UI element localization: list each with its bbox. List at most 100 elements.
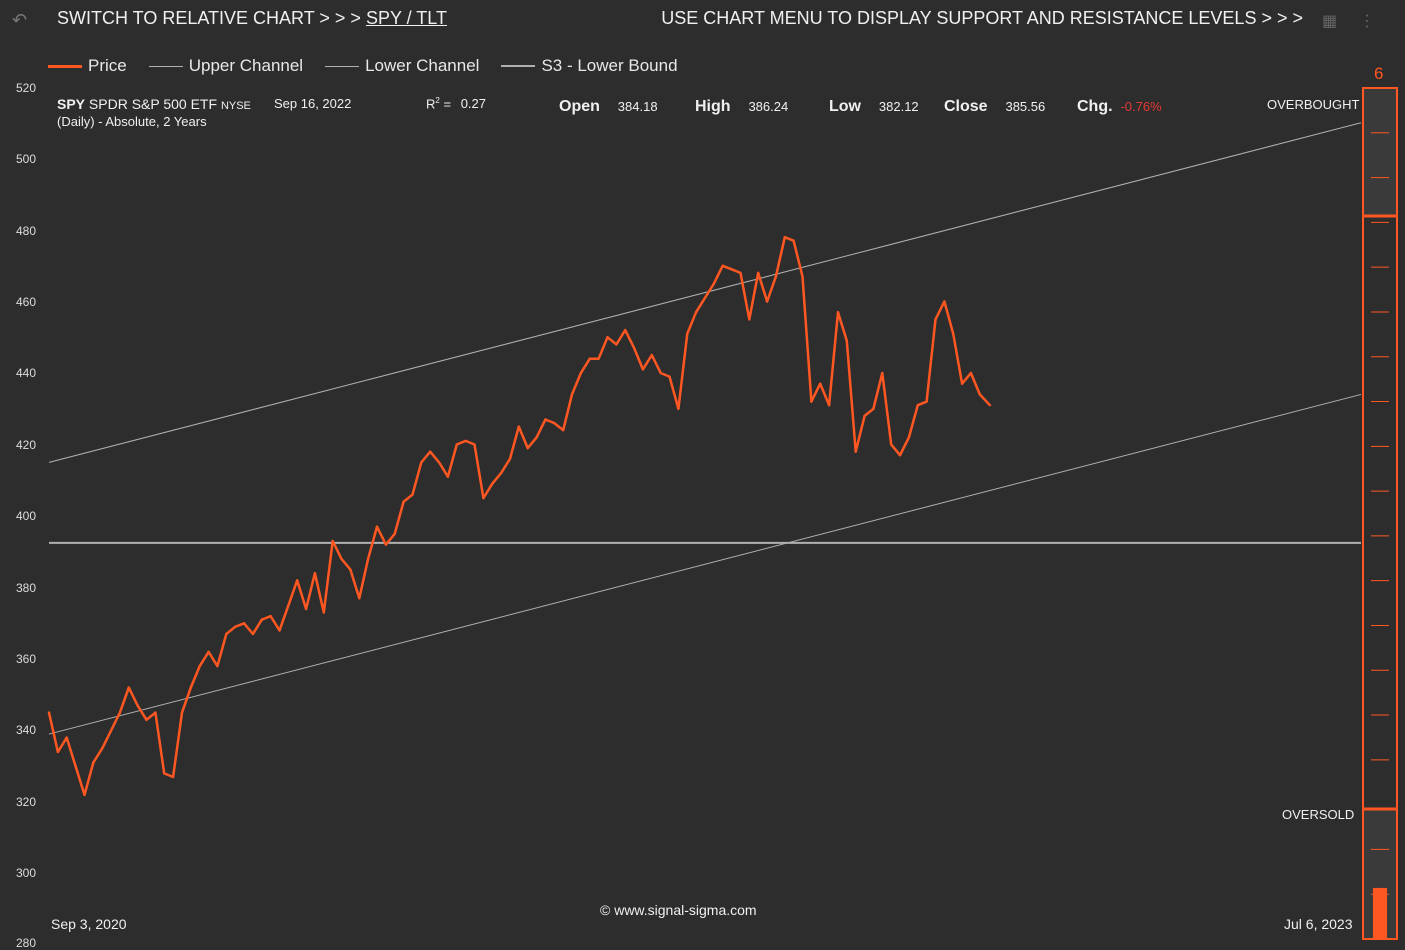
price-point xyxy=(393,532,396,536)
price-point xyxy=(544,418,547,421)
price-point xyxy=(446,475,450,478)
legend-label: Upper Channel xyxy=(188,56,304,75)
meter-value: 6 xyxy=(1374,64,1384,83)
price-point xyxy=(730,268,733,271)
ticker-info: SPY SPDR S&P 500 ETF NYSE xyxy=(57,96,251,112)
y-tick-label: 300 xyxy=(16,866,37,880)
price-point xyxy=(978,393,982,396)
price-point xyxy=(83,793,86,797)
price-point xyxy=(925,400,928,403)
price-point xyxy=(508,457,512,460)
y-tick-label: 340 xyxy=(16,723,37,737)
price-point xyxy=(74,765,77,768)
low-label: Low xyxy=(829,98,861,115)
open-value: 384.18 xyxy=(617,99,658,114)
low-value: 382.12 xyxy=(878,99,919,114)
r-squared: R2 = 0.27 xyxy=(426,96,486,111)
price-point xyxy=(943,300,946,303)
undo-icon[interactable]: ↶ xyxy=(12,10,28,30)
meter-level-bar xyxy=(1373,887,1387,939)
chart-settings-icon[interactable]: ▦ xyxy=(1322,13,1338,30)
price-point xyxy=(854,450,857,453)
y-tick-label: 400 xyxy=(16,509,37,523)
price-point xyxy=(109,729,113,732)
legend-item-upper-channel[interactable]: Upper Channel xyxy=(148,56,304,76)
price-point xyxy=(774,275,778,278)
price-point xyxy=(836,311,840,314)
chart-menu-hint: USE CHART MENU TO DISPLAY SUPPORT AND RE… xyxy=(661,8,1303,28)
price-point xyxy=(881,371,884,375)
price-point xyxy=(65,736,68,739)
ohlc-high: High 386.24 xyxy=(695,98,788,116)
price-point xyxy=(872,407,875,410)
end-date-label: Jul 6, 2023 xyxy=(1284,916,1353,932)
top-bar: ↶ SWITCH TO RELATIVE CHART > > > SPY / T… xyxy=(0,0,1405,40)
price-point xyxy=(491,482,494,486)
ticker-name: SPDR S&P 500 ETF xyxy=(88,96,218,112)
price-point xyxy=(570,393,574,396)
r2-value: 0.27 xyxy=(460,96,486,112)
price-point xyxy=(437,461,441,464)
price-point xyxy=(934,318,937,321)
r2-label: R xyxy=(426,96,436,112)
price-point xyxy=(668,375,671,378)
open-label: Open xyxy=(559,98,600,115)
neutral-zone xyxy=(1362,215,1398,810)
price-point xyxy=(384,543,388,546)
ohlc-change: Chg. -0.76% xyxy=(1077,98,1162,116)
ticker-exchange: NYSE xyxy=(220,100,251,112)
ticker-symbol: SPY xyxy=(57,96,86,112)
price-point xyxy=(402,500,405,503)
legend-swatch-lower xyxy=(325,65,360,67)
y-tick-label: 480 xyxy=(16,224,37,238)
price-point xyxy=(207,650,210,654)
price-point xyxy=(677,407,680,410)
ohlc-low: Low 382.12 xyxy=(829,98,919,116)
price-point xyxy=(739,271,742,275)
switch-text: SWITCH TO RELATIVE CHART > > > xyxy=(57,8,361,28)
price-point xyxy=(56,750,60,754)
price-point xyxy=(313,572,317,575)
price-point xyxy=(145,718,148,721)
legend-item-price[interactable]: Price xyxy=(48,56,127,76)
legend-swatch-upper xyxy=(148,65,183,67)
price-point xyxy=(189,686,193,689)
y-tick-label: 360 xyxy=(16,652,37,666)
r2-equals: = xyxy=(443,96,452,112)
price-point xyxy=(615,343,618,346)
price-point xyxy=(561,429,565,432)
high-value: 386.24 xyxy=(748,99,789,114)
legend-item-s3[interactable]: S3 - Lower Bound xyxy=(501,56,678,76)
price-point xyxy=(969,371,973,375)
price-point xyxy=(269,614,272,618)
more-vertical-icon[interactable]: ⋮ xyxy=(1359,13,1375,30)
price-point xyxy=(792,239,795,242)
price-point xyxy=(535,436,538,439)
price-point xyxy=(322,611,326,614)
price-point xyxy=(721,264,724,267)
start-date-label: Sep 3, 2020 xyxy=(51,916,127,932)
legend-label: S3 - Lower Bound xyxy=(541,56,678,75)
overbought-label: OVERBOUGHT xyxy=(1267,97,1360,112)
overbought-zone xyxy=(1362,87,1398,217)
price-point xyxy=(988,403,992,407)
price-point xyxy=(296,579,299,582)
price-point xyxy=(765,300,769,303)
price-point xyxy=(517,425,521,428)
price-point xyxy=(960,382,964,385)
legend-item-lower-channel[interactable]: Lower Channel xyxy=(325,56,479,76)
price-point xyxy=(358,597,361,600)
price-point xyxy=(198,664,201,668)
relative-chart-link[interactable]: SPY / TLT xyxy=(365,8,447,28)
price-point xyxy=(952,332,955,335)
ohlc-close: Close 385.56 xyxy=(944,98,1045,116)
price-point xyxy=(349,568,352,571)
chart-subtitle: (Daily) - Absolute, 2 Years xyxy=(57,114,207,129)
info-date: Sep 16, 2022 xyxy=(274,96,352,111)
price-point xyxy=(473,443,476,446)
y-tick-label: 440 xyxy=(16,366,37,380)
y-tick-label: 320 xyxy=(16,795,37,809)
price-point xyxy=(916,403,919,407)
legend-label: Lower Channel xyxy=(365,56,480,75)
